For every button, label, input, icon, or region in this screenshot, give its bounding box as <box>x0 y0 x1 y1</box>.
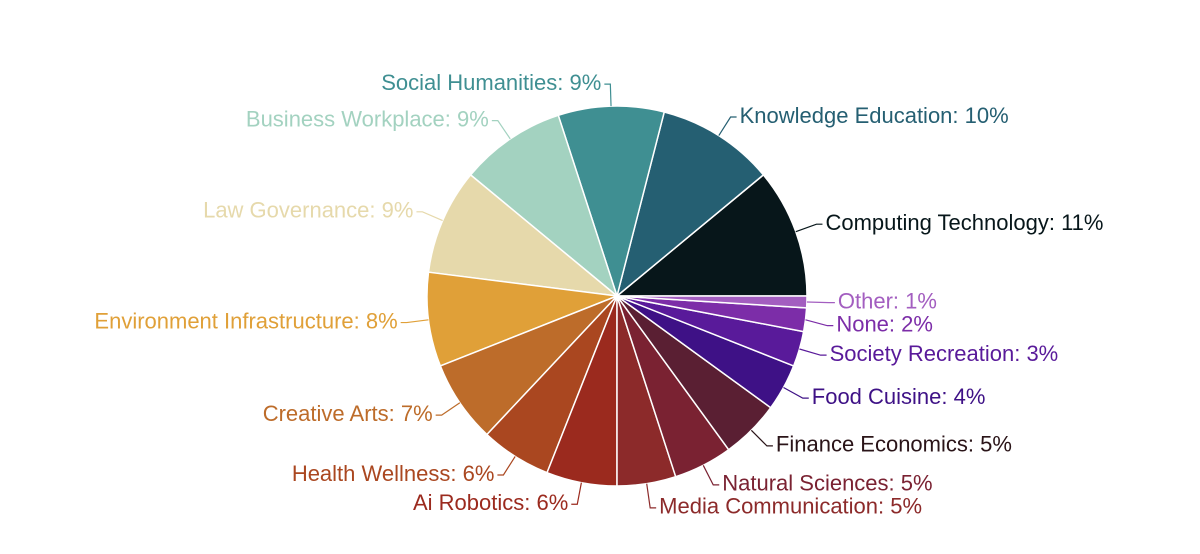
slice-label: Business Workplace: 9% <box>246 106 489 131</box>
leader-line <box>702 465 720 486</box>
slice-label: Health Wellness: 6% <box>292 461 495 486</box>
leader-line <box>806 301 835 304</box>
leader-line <box>750 429 773 447</box>
leader-line <box>491 120 511 140</box>
pie-slice <box>426 271 618 367</box>
pie-slice <box>616 295 808 309</box>
leader-line <box>805 319 834 327</box>
slice-label: None: 2% <box>836 311 933 336</box>
slice-label: Environment Infrastructure: 8% <box>94 308 397 333</box>
slice-label: Knowledge Education: 10% <box>740 103 1009 128</box>
leader-line <box>799 348 827 356</box>
leader-line <box>571 482 582 505</box>
slice-label: Law Governance: 9% <box>203 198 413 223</box>
slice-label: Finance Economics: 5% <box>776 432 1012 457</box>
slice-label: Computing Technology: 11% <box>825 210 1103 235</box>
pie-slice <box>615 111 765 299</box>
leader-line <box>718 116 737 136</box>
slice-label: Creative Arts: 7% <box>263 401 433 426</box>
leader-line <box>497 456 516 476</box>
leader-line <box>795 223 823 233</box>
slice-label: Other: 1% <box>838 288 937 313</box>
slice-label: Food Cuisine: 4% <box>812 384 986 409</box>
slice-label: Natural Sciences: 5% <box>722 471 932 496</box>
slice-label: Social Humanities: 9% <box>381 70 601 95</box>
slice-label: Ai Robotics: 6% <box>413 490 568 515</box>
leader-line <box>604 83 612 107</box>
leader-line <box>416 211 443 222</box>
slice-label: Media Communication: 5% <box>659 494 922 519</box>
leader-line <box>400 319 429 324</box>
leader-line <box>435 402 461 416</box>
slice-label: Society Recreation: 3% <box>830 341 1059 366</box>
leader-line <box>783 387 809 399</box>
leader-line <box>646 483 657 509</box>
